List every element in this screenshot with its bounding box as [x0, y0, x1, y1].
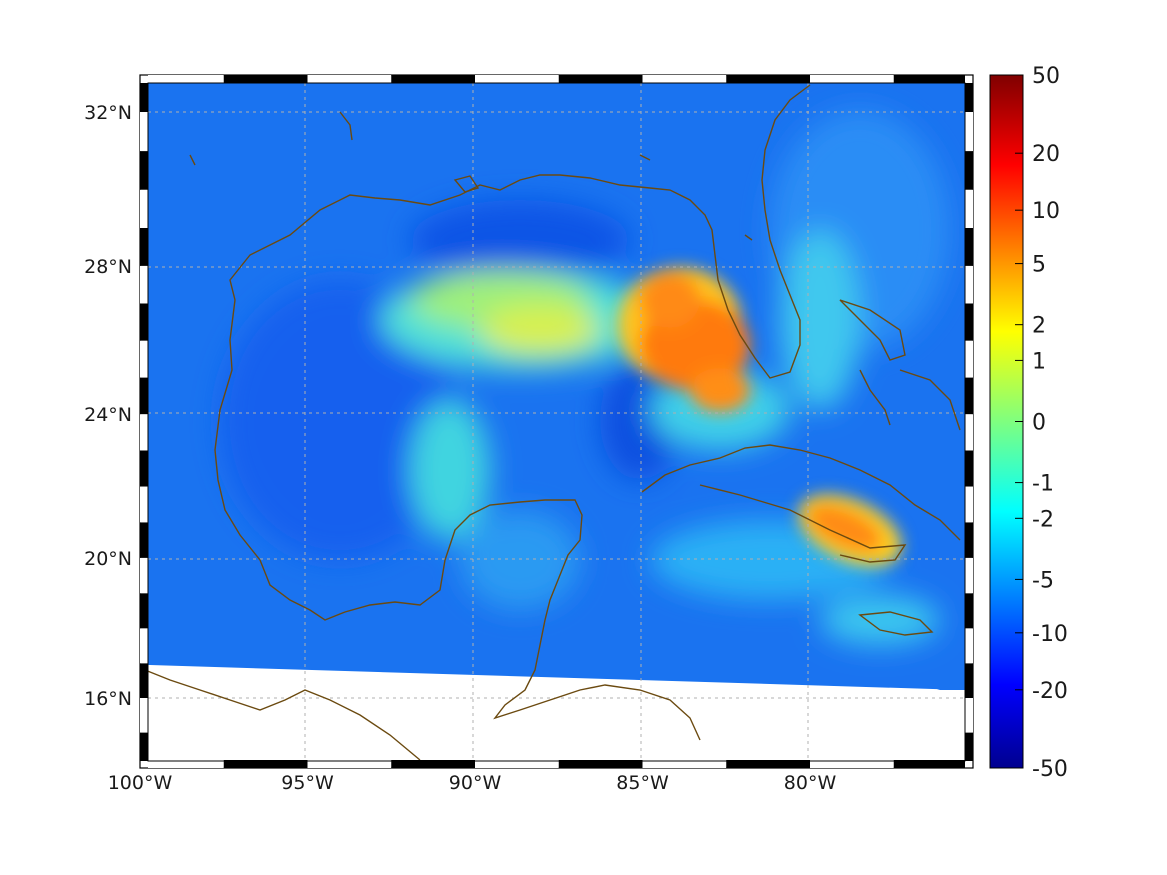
map-frame — [139, 74, 974, 769]
longitude-labels: 100°W 95°W 90°W 85°W 80°W — [108, 772, 837, 794]
frame-segment — [140, 698, 148, 733]
lon-label: 95°W — [281, 772, 334, 794]
lat-label: 24°N — [84, 404, 132, 426]
frame-segment — [810, 760, 894, 768]
frame-segment — [140, 112, 148, 152]
lat-label: 32°N — [84, 102, 132, 124]
frame-segment — [140, 414, 148, 451]
frame-segment — [148, 760, 224, 768]
frame-segment — [140, 557, 148, 594]
frame-segment — [965, 414, 973, 451]
frame-segment — [140, 486, 148, 523]
frame-segment — [223, 760, 308, 768]
frame-segment — [140, 450, 148, 487]
frame-segment — [965, 663, 973, 698]
colorbar-tick-label: 10 — [1032, 199, 1060, 224]
colorbar-tick-label: -2 — [1032, 507, 1054, 532]
frame-segment — [140, 593, 148, 629]
frame-segment — [965, 522, 973, 558]
frame-segment — [140, 340, 148, 378]
frame-segment — [642, 760, 727, 768]
frame-segment — [965, 112, 973, 152]
anomaly-field — [148, 83, 965, 690]
frame-segment — [965, 593, 973, 629]
frame-segment — [965, 486, 973, 523]
frame-segment — [810, 75, 894, 83]
frame-segment — [965, 265, 973, 304]
frame-segment — [965, 189, 973, 228]
frame-segment — [965, 151, 973, 190]
lat-label: 28°N — [84, 256, 132, 278]
frame-segment — [140, 663, 148, 698]
colorbar-tick-label: -50 — [1032, 757, 1068, 782]
frame-segment — [965, 227, 973, 266]
colorbar-tick-label: 2 — [1032, 314, 1046, 339]
frame-segment — [965, 377, 973, 415]
lon-label: 90°W — [449, 772, 502, 794]
frame-segment — [965, 83, 973, 112]
frame-segment — [965, 557, 973, 594]
colorbar-tick-label: 50 — [1032, 64, 1060, 89]
lon-label: 85°W — [616, 772, 669, 794]
colorbar-tick-label: -1 — [1032, 472, 1054, 497]
frame-segment — [893, 760, 965, 768]
frame-segment — [893, 75, 965, 83]
frame-segment — [726, 75, 810, 83]
frame-segment — [140, 732, 148, 761]
frame-segment — [140, 265, 148, 304]
frame-segment — [140, 303, 148, 341]
frame-segment — [391, 760, 475, 768]
colorbar-tick-label: -20 — [1032, 679, 1068, 704]
frame-segment — [307, 760, 392, 768]
grid-lines — [148, 83, 965, 761]
frame-segment — [965, 340, 973, 378]
colorbar-tick-label: 0 — [1032, 411, 1046, 436]
frame-segment — [965, 698, 973, 733]
frame-segment — [307, 75, 392, 83]
frame-segment — [558, 75, 643, 83]
lat-label: 16°N — [84, 688, 132, 710]
frame-segment — [642, 75, 727, 83]
lat-label: 20°N — [84, 548, 132, 570]
frame-segment — [148, 75, 224, 83]
frame-segment — [726, 760, 810, 768]
frame-segment — [475, 760, 559, 768]
latitude-labels: 32°N 28°N 24°N 20°N 16°N — [84, 102, 132, 710]
colorbar-tick-label: -5 — [1032, 568, 1054, 593]
lon-label: 80°W — [784, 772, 837, 794]
frame-segment — [558, 760, 643, 768]
frame-segment — [965, 303, 973, 341]
frame-segment — [140, 628, 148, 664]
frame-segment — [475, 75, 559, 83]
frame-segment — [140, 377, 148, 415]
frame-segment — [965, 732, 973, 761]
frame-segment — [965, 628, 973, 664]
coastlines — [139, 84, 961, 761]
frame-segment — [965, 450, 973, 487]
frame-segment — [140, 151, 148, 190]
frame-segment — [391, 75, 475, 83]
frame-segment — [140, 83, 148, 112]
frame-segment — [140, 189, 148, 228]
colorbar-tick-label: 1 — [1032, 349, 1046, 374]
colorbar-tick-label: 5 — [1032, 253, 1046, 278]
lon-label: 100°W — [108, 772, 173, 794]
frame-segment — [140, 522, 148, 558]
colorbar-tick-label: -10 — [1032, 622, 1068, 647]
frame-segment — [140, 227, 148, 266]
frame-segment — [223, 75, 308, 83]
colorbar-tick-label: 20 — [1032, 142, 1060, 167]
